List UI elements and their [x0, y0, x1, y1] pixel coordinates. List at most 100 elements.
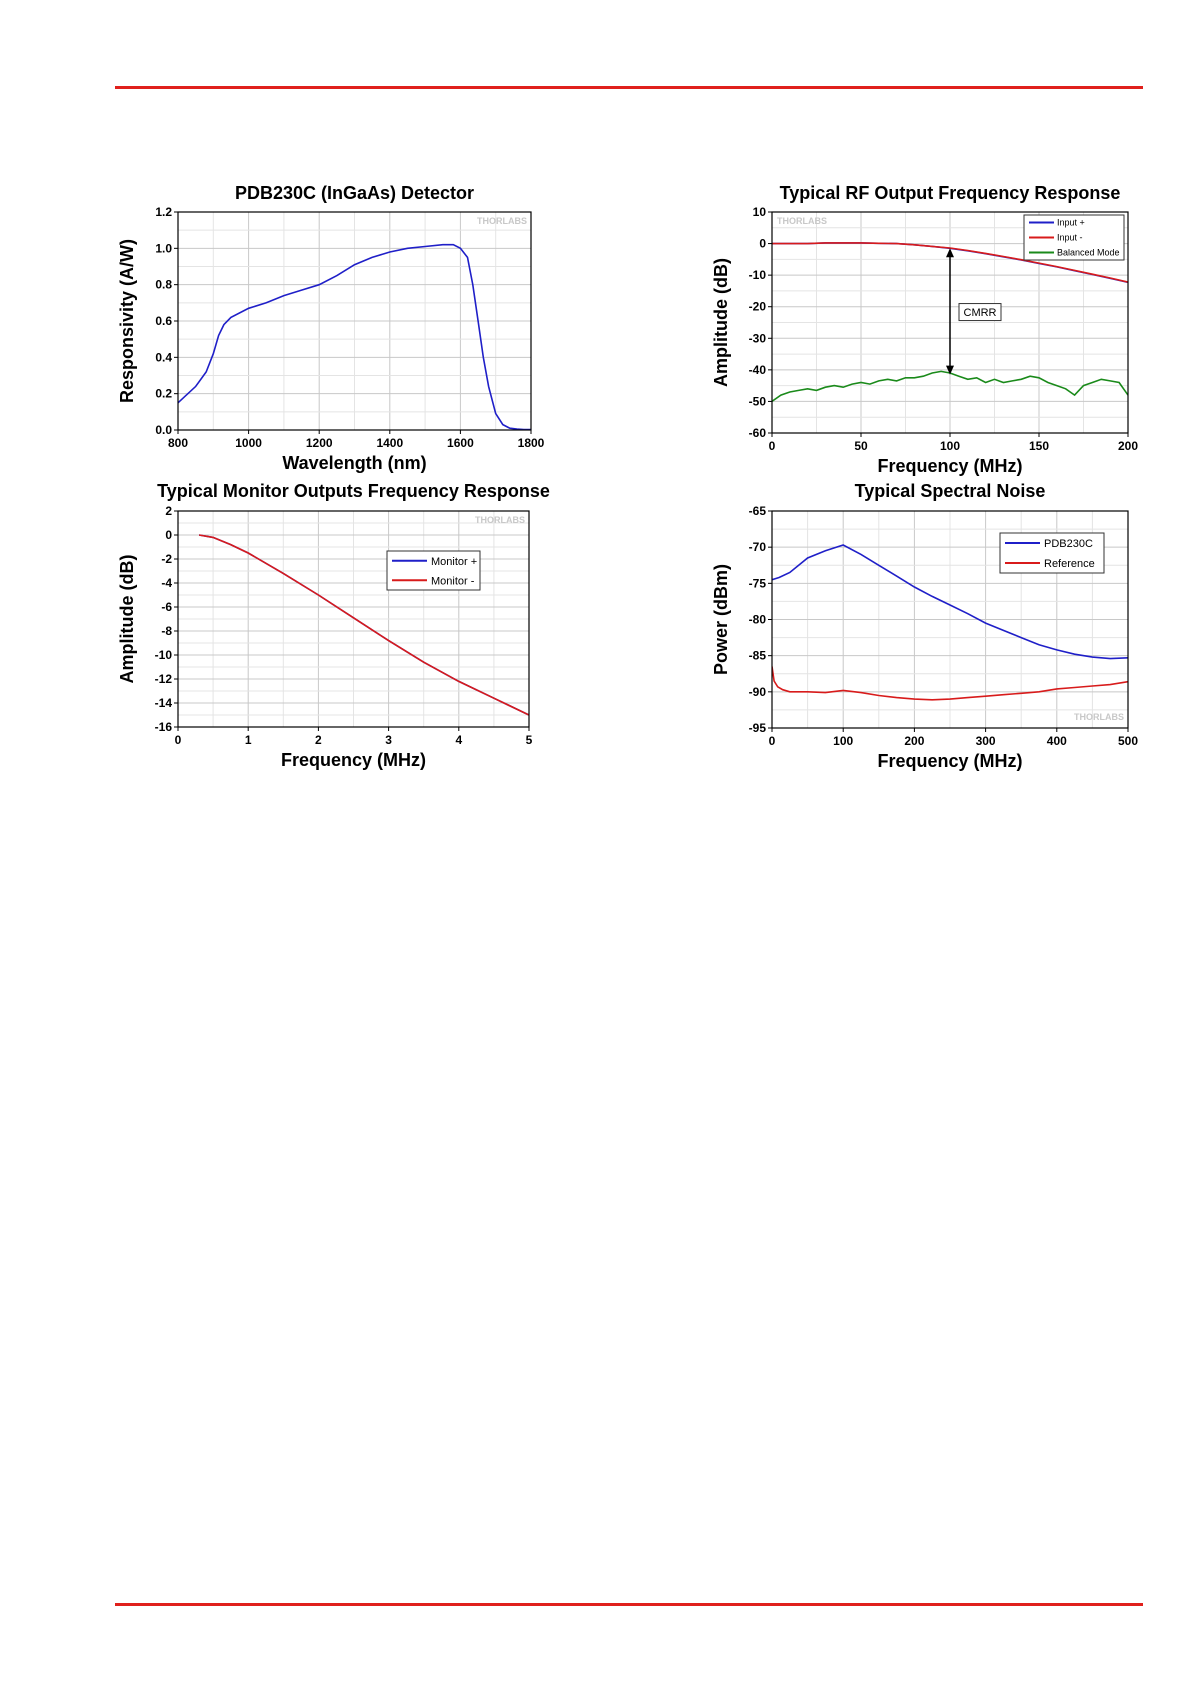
- series-line-monitor: [198, 534, 529, 716]
- chart-title: PDB230C (InGaAs) Detector: [235, 183, 474, 203]
- grid: [177, 510, 530, 728]
- grid: [771, 510, 1129, 729]
- y-tick-label: -40: [749, 363, 767, 377]
- y-tick-label: -6: [161, 600, 172, 614]
- plot-area: [178, 212, 531, 430]
- plot-frame: [177, 510, 530, 728]
- x-tick-label: 3: [385, 733, 392, 747]
- cmrr-arrow-head-up: [946, 248, 954, 258]
- series-line-input: [772, 242, 1128, 284]
- x-tick-label: 800: [168, 436, 188, 450]
- watermark-logo: THORLABS: [777, 216, 827, 226]
- y-tick-label: -75: [749, 576, 767, 590]
- watermark-logo: THORLABS: [1074, 712, 1124, 722]
- cmrr-arrow-head-down: [946, 365, 954, 375]
- x-tick-label: 5: [526, 733, 533, 747]
- y-tick-label: -85: [749, 649, 767, 663]
- header-rule: [115, 86, 1143, 89]
- y-tick-label: -16: [155, 720, 173, 734]
- x-tick-label: 100: [833, 734, 853, 748]
- y-axis-label: Amplitude (dB): [117, 555, 137, 684]
- legend: Monitor + Monitor -: [386, 550, 481, 591]
- y-tick-label: -60: [749, 426, 767, 440]
- grid: [771, 211, 1129, 434]
- y-tick-label: -14: [155, 696, 173, 710]
- y-tick-label: -90: [749, 685, 767, 699]
- plot-frame: [771, 510, 1129, 729]
- x-tick-label: 1200: [306, 436, 333, 450]
- plot-frame: [177, 211, 532, 431]
- y-axis-label: Amplitude (dB): [711, 258, 731, 387]
- y-tick-label: -30: [749, 331, 767, 345]
- chart-title: Typical Spectral Noise: [855, 481, 1046, 501]
- legend-box: [999, 532, 1105, 574]
- chart-title: Typical Monitor Outputs Frequency Respon…: [157, 481, 550, 501]
- x-tick-label: 1800: [518, 436, 545, 450]
- y-tick-label: 0.2: [155, 387, 172, 401]
- x-axis-label: Frequency (MHz): [877, 751, 1022, 771]
- y-tick-label: -50: [749, 394, 767, 408]
- y-tick-label: -12: [155, 672, 173, 686]
- legend-entry: Monitor +: [431, 556, 477, 568]
- legend: PDB230C Reference: [999, 532, 1105, 574]
- y-tick-label: 0: [759, 237, 766, 251]
- cmrr-label: CMRR: [964, 307, 997, 319]
- y-tick-label: -4: [161, 576, 172, 590]
- y-tick-label: 10: [753, 205, 767, 219]
- x-tick-label: 1000: [235, 436, 262, 450]
- y-tick-label: 1.2: [155, 205, 172, 219]
- y-tick-label: -65: [749, 504, 767, 518]
- y-tick-label: 0: [165, 528, 172, 542]
- series-line-monitor: [198, 534, 529, 716]
- legend-entry: Balanced Mode: [1057, 248, 1120, 258]
- y-tick-label: 0.8: [155, 278, 172, 292]
- plot-frame: [771, 211, 1129, 434]
- series-line-pdb230c: [772, 544, 1128, 660]
- y-tick-label: -20: [749, 300, 767, 314]
- plot-area: [178, 511, 529, 727]
- x-axis-label: Frequency (MHz): [877, 456, 1022, 476]
- x-tick-label: 200: [904, 734, 924, 748]
- y-tick-label: -2: [161, 552, 172, 566]
- x-tick-label: 0: [175, 733, 182, 747]
- watermark-logo: THORLABS: [475, 515, 525, 525]
- y-axis-label: Responsivity (A/W): [117, 239, 137, 403]
- x-tick-label: 200: [1118, 439, 1138, 453]
- legend-box: [1023, 214, 1125, 261]
- x-tick-label: 0: [769, 734, 776, 748]
- x-tick-label: 2: [315, 733, 322, 747]
- y-tick-label: -80: [749, 613, 767, 627]
- y-tick-label: 0.0: [155, 423, 172, 437]
- x-axis-label: Frequency (MHz): [281, 750, 426, 770]
- x-tick-label: 0: [769, 439, 776, 453]
- y-tick-label: 1.0: [155, 241, 172, 255]
- y-axis-label: Power (dBm): [711, 564, 731, 675]
- x-tick-label: 300: [976, 734, 996, 748]
- legend-entry: PDB230C: [1044, 538, 1093, 550]
- watermark-logo: THORLABS: [477, 216, 527, 226]
- x-axis-label: Wavelength (nm): [282, 453, 426, 473]
- x-tick-label: 1: [245, 733, 252, 747]
- y-tick-label: -8: [161, 624, 172, 638]
- x-tick-label: 150: [1029, 439, 1049, 453]
- y-tick-label: -10: [155, 648, 173, 662]
- legend: Input + Input - Balanced Mode: [1023, 214, 1125, 261]
- legend-entry: Monitor -: [431, 575, 475, 587]
- legend-entry: Reference: [1044, 558, 1095, 570]
- legend-entry: Input +: [1057, 218, 1085, 228]
- plot-area: [772, 212, 1128, 433]
- x-tick-label: 1400: [376, 436, 403, 450]
- legend-entry: Input -: [1057, 233, 1083, 243]
- x-tick-label: 4: [455, 733, 462, 747]
- y-tick-label: 2: [165, 504, 172, 518]
- series-line-input: [772, 242, 1128, 283]
- x-tick-label: 1600: [447, 436, 474, 450]
- series-line-responsivity: [178, 243, 531, 430]
- y-tick-label: 0.6: [155, 314, 172, 328]
- x-tick-label: 500: [1118, 734, 1138, 748]
- y-tick-label: 0.4: [155, 350, 172, 364]
